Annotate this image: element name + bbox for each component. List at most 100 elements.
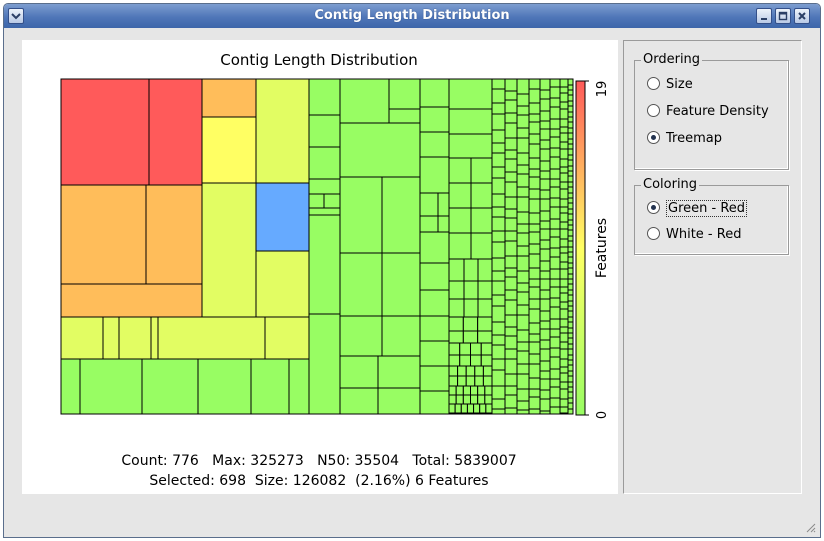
treemap-cell[interactable] (491, 369, 506, 387)
treemap-cell[interactable] (388, 108, 421, 124)
treemap-cell[interactable] (549, 278, 561, 288)
treemap-cell[interactable] (201, 182, 257, 318)
treemap-cell[interactable] (559, 118, 569, 128)
treemap-cell[interactable] (539, 260, 551, 272)
treemap-cell[interactable] (516, 291, 530, 306)
treemap-cell[interactable] (567, 219, 574, 226)
treemap-cell[interactable] (504, 255, 518, 269)
treemap-cell[interactable] (549, 406, 561, 415)
treemap-cell[interactable] (567, 175, 574, 183)
treemap-cell[interactable] (419, 215, 439, 233)
treemap-cell[interactable] (308, 313, 341, 415)
treemap-cell[interactable] (567, 213, 574, 221)
treemap-cell[interactable] (477, 330, 493, 344)
treemap-cell[interactable] (491, 270, 506, 282)
treemap-cell[interactable] (388, 78, 421, 110)
treemap-cell[interactable] (567, 327, 574, 334)
treemap-cell[interactable] (559, 326, 569, 334)
treemap-cell[interactable] (448, 232, 472, 260)
treemap-cell[interactable] (491, 113, 506, 131)
treemap-cell[interactable] (567, 370, 574, 377)
treemap-cell[interactable] (308, 78, 341, 116)
treemap-cell[interactable] (255, 250, 310, 318)
treemap-cell[interactable] (567, 84, 574, 91)
treemap-cell[interactable] (567, 337, 574, 345)
treemap-cell[interactable] (559, 278, 569, 288)
treemap-cell[interactable] (516, 196, 530, 213)
treemap-cell[interactable] (504, 137, 518, 151)
treemap-cell[interactable] (463, 258, 479, 282)
treemap-cell[interactable] (567, 100, 574, 107)
treemap-cell[interactable] (308, 114, 341, 148)
treemap-cell[interactable] (559, 86, 569, 94)
treemap-cell[interactable] (419, 78, 450, 108)
treemap-cell[interactable] (339, 355, 379, 389)
treemap-cell[interactable] (567, 294, 574, 302)
treemap-cell[interactable] (567, 105, 574, 113)
treemap-cell[interactable] (516, 173, 530, 188)
treemap-cell[interactable] (339, 252, 383, 317)
treemap-cell[interactable] (504, 230, 518, 242)
resize-grip-icon[interactable] (804, 521, 816, 533)
treemap-cell[interactable] (549, 378, 561, 388)
treemap-cell[interactable] (567, 197, 574, 204)
treemap-cell[interactable] (528, 102, 541, 115)
treemap-cell[interactable] (504, 196, 518, 210)
treemap-cell[interactable] (504, 394, 518, 409)
treemap-cell[interactable] (559, 132, 569, 143)
treemap-cell[interactable] (559, 388, 569, 400)
treemap-cell[interactable] (516, 255, 530, 272)
treemap-cell[interactable] (567, 148, 574, 156)
treemap-cell[interactable] (419, 315, 450, 342)
treemap-cell[interactable] (516, 186, 530, 198)
treemap-cell[interactable] (528, 157, 541, 170)
treemap-cell[interactable] (255, 182, 310, 252)
treemap-cell[interactable] (516, 105, 530, 116)
treemap-cell[interactable] (339, 78, 390, 124)
treemap-cell[interactable] (559, 198, 569, 208)
treemap-cell[interactable] (102, 316, 120, 360)
treemap-cell[interactable] (308, 146, 341, 180)
treemap-cell[interactable] (539, 89, 551, 100)
treemap-cell[interactable] (491, 193, 506, 208)
treemap-cell[interactable] (504, 149, 518, 160)
treemap-cell[interactable] (504, 276, 518, 291)
treemap-cell[interactable] (491, 334, 506, 346)
treemap-cell[interactable] (491, 257, 506, 272)
treemap-cell[interactable] (559, 212, 569, 223)
treemap-cell[interactable] (470, 157, 493, 184)
treemap-cell[interactable] (477, 280, 493, 300)
treemap-cell[interactable] (567, 310, 574, 318)
treemap-cell[interactable] (516, 388, 530, 402)
treemap-cell[interactable] (491, 206, 506, 218)
treemap-cell[interactable] (491, 152, 506, 168)
treemap-cell[interactable] (480, 354, 493, 367)
treemap-cell[interactable] (491, 216, 506, 232)
treemap-cell[interactable] (567, 229, 574, 237)
treemap-cell[interactable] (308, 214, 341, 315)
treemap-cell[interactable] (539, 339, 551, 350)
treemap-cell[interactable] (559, 172, 569, 183)
treemap-cell[interactable] (567, 321, 574, 329)
treemap-cell[interactable] (491, 230, 506, 243)
treemap-cell[interactable] (539, 220, 551, 230)
treemap-cell[interactable] (504, 208, 518, 219)
treemap-cell[interactable] (323, 193, 341, 209)
treemap-cell[interactable] (549, 247, 561, 258)
treemap-cell[interactable] (549, 356, 561, 370)
treemap-cell[interactable] (482, 375, 493, 387)
treemap-cell[interactable] (528, 188, 541, 200)
treemap-cell[interactable] (567, 283, 574, 291)
treemap-cell[interactable] (539, 239, 551, 250)
treemap-cell[interactable] (549, 97, 561, 108)
treemap-cell[interactable] (516, 314, 530, 331)
treemap-cell[interactable] (437, 192, 450, 217)
treemap-cell[interactable] (516, 304, 530, 316)
treemap-cell[interactable] (539, 139, 551, 150)
treemap-cell[interactable] (559, 372, 569, 383)
treemap-cell[interactable] (559, 221, 569, 230)
treemap-cell[interactable] (288, 358, 310, 415)
treemap-cell[interactable] (528, 333, 541, 343)
treemap-cell[interactable] (60, 78, 150, 186)
treemap-cell[interactable] (549, 336, 561, 349)
